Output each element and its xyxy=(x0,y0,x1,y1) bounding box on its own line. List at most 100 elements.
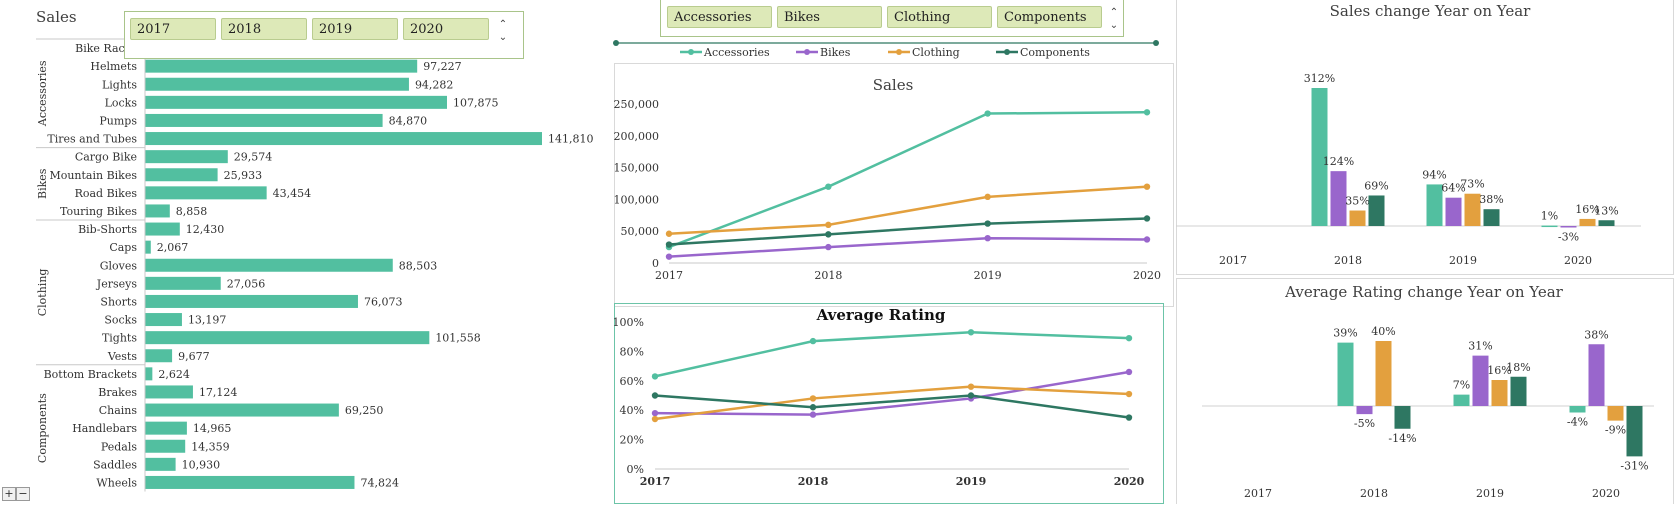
bar xyxy=(145,204,170,218)
category-slicer-item[interactable]: Bikes xyxy=(777,6,882,28)
data-label: 107,875 xyxy=(453,96,499,109)
data-point xyxy=(665,230,673,237)
y-tick-label: 100% xyxy=(614,316,644,329)
x-tick-label: 2017 xyxy=(655,269,683,282)
bar xyxy=(1311,88,1328,226)
data-label: 16% xyxy=(1487,364,1511,377)
data-label: -14% xyxy=(1388,432,1416,445)
category-label: Mountain Bikes xyxy=(49,169,137,182)
chevron-down-icon[interactable]: ⌄ xyxy=(1109,20,1119,31)
data-point xyxy=(651,409,659,417)
year-slicer-scroll[interactable]: ⌃ ⌄ xyxy=(495,18,511,44)
y-tick-label: 0 xyxy=(652,257,659,270)
data-label: 40% xyxy=(1371,325,1395,338)
data-point xyxy=(1143,183,1151,190)
year-slicer[interactable]: 2017 2018 2019 2020 ⌃ ⌄ xyxy=(124,11,524,59)
legend-marker xyxy=(1004,49,1010,55)
series-line xyxy=(668,217,1148,246)
expand-button[interactable]: + xyxy=(2,487,16,501)
data-label: -31% xyxy=(1620,459,1648,472)
legend-marker xyxy=(688,49,694,55)
category-label: Pedals xyxy=(101,440,138,453)
bar xyxy=(145,349,173,363)
category-label: 2018 xyxy=(1360,487,1388,500)
data-point xyxy=(1125,368,1133,376)
category-label: Socks xyxy=(104,314,137,327)
y-tick-label: 100,000 xyxy=(614,193,659,206)
category-label: Helmets xyxy=(90,60,137,73)
year-slicer-item[interactable]: 2019 xyxy=(312,18,398,40)
bar xyxy=(145,168,218,182)
data-label: 88,503 xyxy=(399,259,438,272)
data-point xyxy=(984,220,991,227)
legend-label: Components xyxy=(1020,46,1090,59)
data-label: 13% xyxy=(1594,204,1618,217)
bar xyxy=(1368,195,1385,226)
chevron-down-icon[interactable]: ⌄ xyxy=(498,32,508,43)
data-point xyxy=(825,221,832,229)
x-tick-label: 2020 xyxy=(1114,475,1145,488)
bar xyxy=(145,77,409,91)
data-point xyxy=(984,234,991,242)
chevron-up-icon[interactable]: ⌃ xyxy=(498,19,508,30)
category-label: 2019 xyxy=(1476,487,1504,500)
sales-bar-panel: Sales Bike Racks Helmets 97,227 Lights 94,282… xyxy=(0,0,600,504)
category-slicer[interactable]: Accessories Bikes Clothing Components ⌃ … xyxy=(660,0,1124,37)
series-line xyxy=(654,385,1130,421)
category-slicer-item[interactable]: Clothing xyxy=(887,6,992,28)
category-label: Chains xyxy=(99,404,138,417)
bar xyxy=(1579,218,1596,226)
data-point xyxy=(984,193,991,201)
bar xyxy=(1588,344,1605,406)
data-point xyxy=(665,241,673,248)
data-label: 38% xyxy=(1479,193,1503,206)
data-label: 27,056 xyxy=(227,277,266,290)
year-slicer-item[interactable]: 2017 xyxy=(130,18,216,40)
category-label: 2017 xyxy=(1219,254,1247,267)
data-label: 35% xyxy=(1345,195,1369,208)
data-point xyxy=(1125,414,1133,421)
year-slicer-item[interactable]: 2020 xyxy=(403,18,489,40)
data-point xyxy=(809,411,817,418)
data-label: 101,558 xyxy=(435,332,481,345)
bar xyxy=(145,150,228,164)
category-slicer-item[interactable]: Components xyxy=(997,6,1102,28)
series-line xyxy=(668,236,1148,258)
legend-label: Clothing xyxy=(912,46,960,59)
chart-title: Sales xyxy=(873,76,914,94)
bar xyxy=(145,132,542,146)
bar xyxy=(1464,193,1481,226)
year-slicer-item[interactable]: 2018 xyxy=(221,18,307,40)
data-label: 43,454 xyxy=(273,187,312,200)
data-label: 14,359 xyxy=(191,440,230,453)
category-label: Jerseys xyxy=(96,277,138,290)
chevron-up-icon[interactable]: ⌃ xyxy=(1109,7,1119,18)
category-slicer-scroll[interactable]: ⌃ ⌄ xyxy=(1106,6,1122,32)
category-label: 2019 xyxy=(1449,254,1477,267)
chart-title: Sales xyxy=(36,8,77,26)
collapse-button[interactable]: − xyxy=(16,487,30,501)
category-label: Road Bikes xyxy=(75,187,138,200)
data-label: 31% xyxy=(1468,340,1492,353)
bar xyxy=(1607,406,1624,421)
data-point xyxy=(1143,215,1151,222)
group-label: Clothing xyxy=(36,269,49,317)
bar xyxy=(145,113,383,127)
data-label: -3% xyxy=(1558,230,1579,243)
bar xyxy=(145,385,193,399)
data-point xyxy=(1125,334,1133,342)
data-label: 2,624 xyxy=(158,368,190,381)
category-label: 2017 xyxy=(1244,487,1272,500)
series-line xyxy=(654,370,1130,416)
bar xyxy=(145,59,418,73)
series-line xyxy=(654,331,1130,378)
category-label: Shorts xyxy=(100,295,137,308)
bar xyxy=(1330,171,1347,226)
y-tick-label: 20% xyxy=(620,434,644,447)
sales-change-chart: Sales change Year on Year 2017 2018 312% 124… xyxy=(1176,2,1641,267)
data-label: 25,933 xyxy=(224,169,263,182)
data-label: 14,965 xyxy=(193,422,232,435)
category-label: Tires and Tubes xyxy=(47,133,137,146)
data-label: 1% xyxy=(1541,210,1558,223)
category-slicer-item[interactable]: Accessories xyxy=(667,6,772,28)
